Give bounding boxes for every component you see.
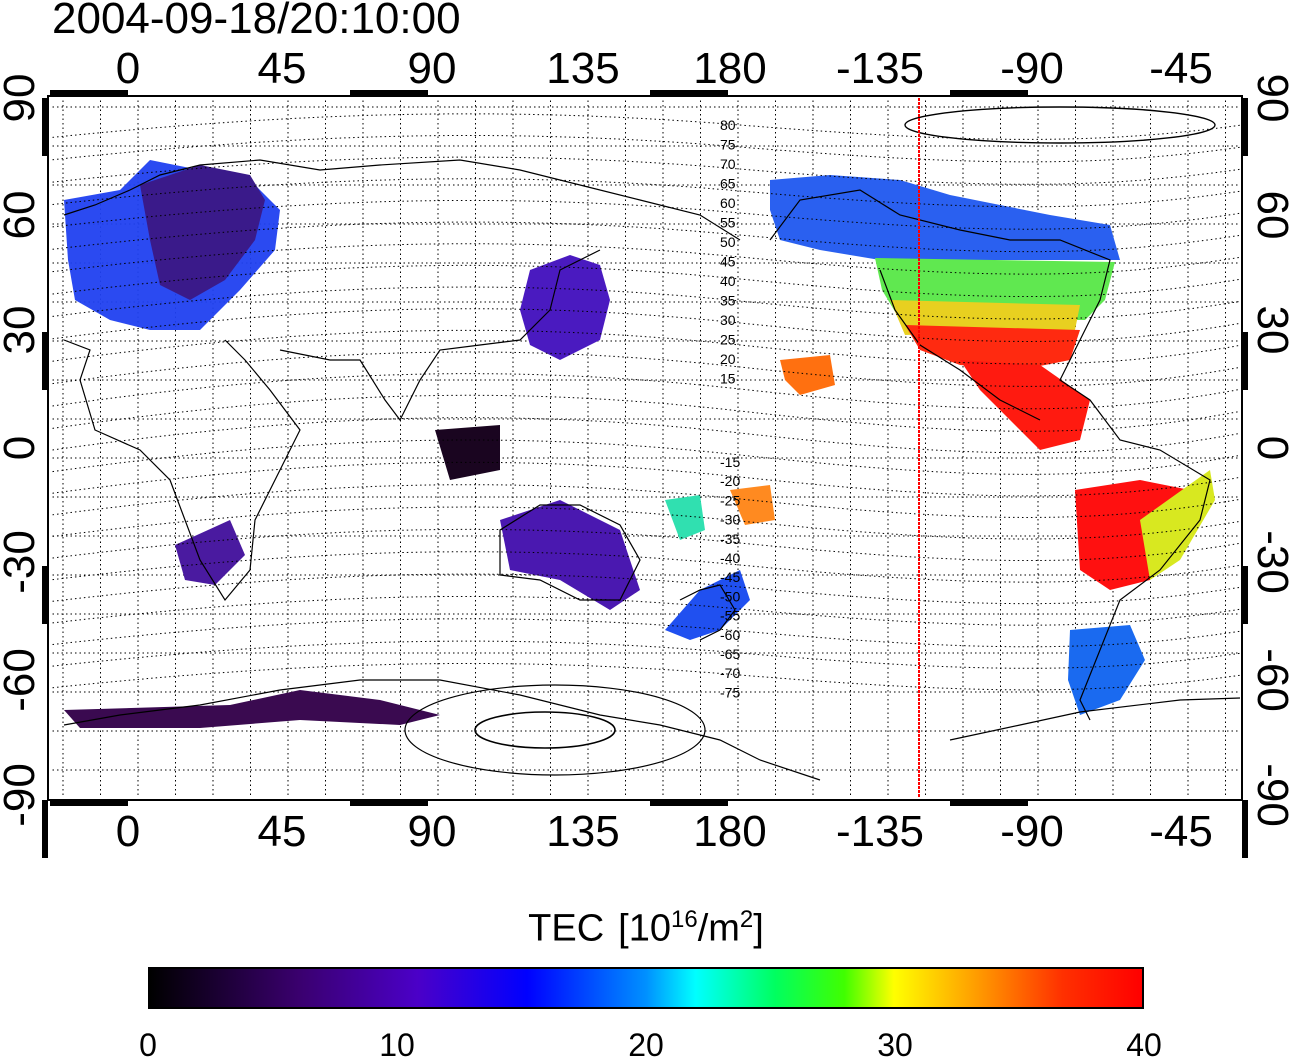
contour-label: 20 (720, 351, 736, 367)
lon-tick-bottom: 0 (116, 807, 140, 856)
lon-tick-bottom: -135 (836, 807, 924, 856)
contour-label: -50 (720, 588, 740, 604)
contour-label: -70 (720, 665, 740, 681)
contour-label: 15 (720, 371, 736, 387)
contour-label: 75 (720, 137, 736, 153)
contour-label: 30 (720, 312, 736, 328)
contour-label: -55 (720, 608, 740, 624)
contour-label: 65 (720, 176, 736, 192)
contour-label: -40 (720, 550, 740, 566)
contour-label: 60 (720, 195, 736, 211)
contour-label: 45 (720, 254, 736, 270)
contour-label: 70 (720, 156, 736, 172)
tec-region-usa-red (905, 325, 1080, 370)
lon-tick-top: -90 (1000, 44, 1064, 93)
lat-tick-right: 60 (1248, 191, 1292, 240)
contour-label: 25 (720, 332, 736, 348)
lat-tick-left: 60 (0, 191, 44, 240)
contour-label: -20 (720, 473, 740, 489)
lat-tick-left: -90 (0, 763, 44, 827)
contour-label: -15 (720, 454, 740, 470)
lat-tick-right: -60 (1248, 648, 1292, 712)
tec-region-tonga (665, 495, 705, 540)
lat-tick-right: -90 (1248, 763, 1292, 827)
frame-tick-bars (42, 90, 1248, 858)
colorbar-tick-label: 20 (628, 1027, 664, 1063)
lon-tick-top: 45 (258, 44, 307, 93)
colorbar (148, 967, 1144, 1009)
contour-label: 50 (720, 234, 736, 250)
map-frame (47, 95, 1243, 801)
magnetic-contours (50, 113, 1240, 691)
lat-tick-left: 30 (0, 306, 44, 355)
contour-label: -65 (720, 646, 740, 662)
contour-label: 80 (720, 117, 736, 133)
axis-labels: 0 45 90 135 180 -135 -90 -450 45 90 135 180 -135 -90-… (0, 44, 1292, 856)
colorbar-tick-label: 0 (139, 1027, 157, 1063)
lon-tick-top: 0 (116, 44, 140, 93)
tec-data-patches (64, 160, 1215, 728)
tec-region-russia (140, 165, 265, 300)
contour-label: -60 (720, 627, 740, 643)
tec-region-s-america-blue (1068, 625, 1145, 715)
tec-region-fiji (730, 485, 775, 525)
lon-tick-bottom: -45 (1149, 807, 1213, 856)
lat-tick-left: 90 (0, 74, 44, 123)
contour-label: -45 (720, 569, 740, 585)
contour-label: -30 (720, 512, 740, 528)
lat-tick-right: 0 (1248, 436, 1292, 460)
tec-region-australia (500, 500, 640, 610)
contour-label: -25 (720, 492, 740, 508)
lon-tick-bottom: -90 (1000, 807, 1064, 856)
contour-label: 35 (720, 293, 736, 309)
tec-region-indonesia (435, 425, 500, 480)
lon-tick-top: -45 (1149, 44, 1213, 93)
tec-region-mexico (960, 360, 1090, 450)
tec-region-s-america-yellow (1140, 470, 1215, 580)
contour-labels: 80 75 70 65 60 55 50 45 40 35 30 25 20 15 -15 -20 -25 -30… (720, 117, 740, 700)
tec-region-japan (520, 255, 610, 360)
colorbar-tick-label: 40 (1126, 1027, 1162, 1063)
colorbar-title: TEC [1016/m2] (528, 906, 764, 950)
colorbar-tick-label: 10 (379, 1027, 415, 1063)
lat-tick-left: -60 (0, 648, 44, 712)
contour-label: 40 (720, 273, 736, 289)
plot-title: 2004-09-18/20:10:00 (52, 0, 461, 43)
tec-region-canada (770, 175, 1120, 260)
tec-map: 80 75 70 65 60 55 50 45 40 35 30 25 20 15 -15 -20 -25 -30… (0, 44, 1292, 858)
contour-label: 55 (720, 215, 736, 231)
lat-tick-left: -30 (0, 530, 44, 594)
lat-tick-left: 0 (0, 436, 44, 460)
lon-tick-bottom: 90 (408, 807, 457, 856)
lon-tick-top: 180 (693, 44, 766, 93)
lon-tick-bottom: 45 (258, 807, 307, 856)
lat-tick-right: 90 (1248, 74, 1292, 123)
lon-tick-top: -135 (836, 44, 924, 93)
lat-tick-right: -30 (1248, 530, 1292, 594)
contour-label: -35 (720, 531, 740, 547)
lon-tick-top: 135 (546, 44, 619, 93)
lon-tick-bottom: 180 (693, 807, 766, 856)
south-pole-contour-inner (474, 711, 616, 749)
lat-tick-right: 30 (1248, 306, 1292, 355)
tec-region-hawaii (780, 355, 835, 395)
lon-tick-bottom: 135 (546, 807, 619, 856)
colorbar-tick-label: 30 (877, 1027, 913, 1063)
tec-region-antarctic (64, 690, 440, 728)
tec-region-new-zealand (665, 570, 750, 640)
contour-label: -75 (720, 684, 740, 700)
lon-tick-top: 90 (408, 44, 457, 93)
tec-region-africa-south (175, 520, 245, 585)
north-pole-contour (904, 106, 1216, 144)
south-pole-contour-mid (404, 684, 706, 776)
